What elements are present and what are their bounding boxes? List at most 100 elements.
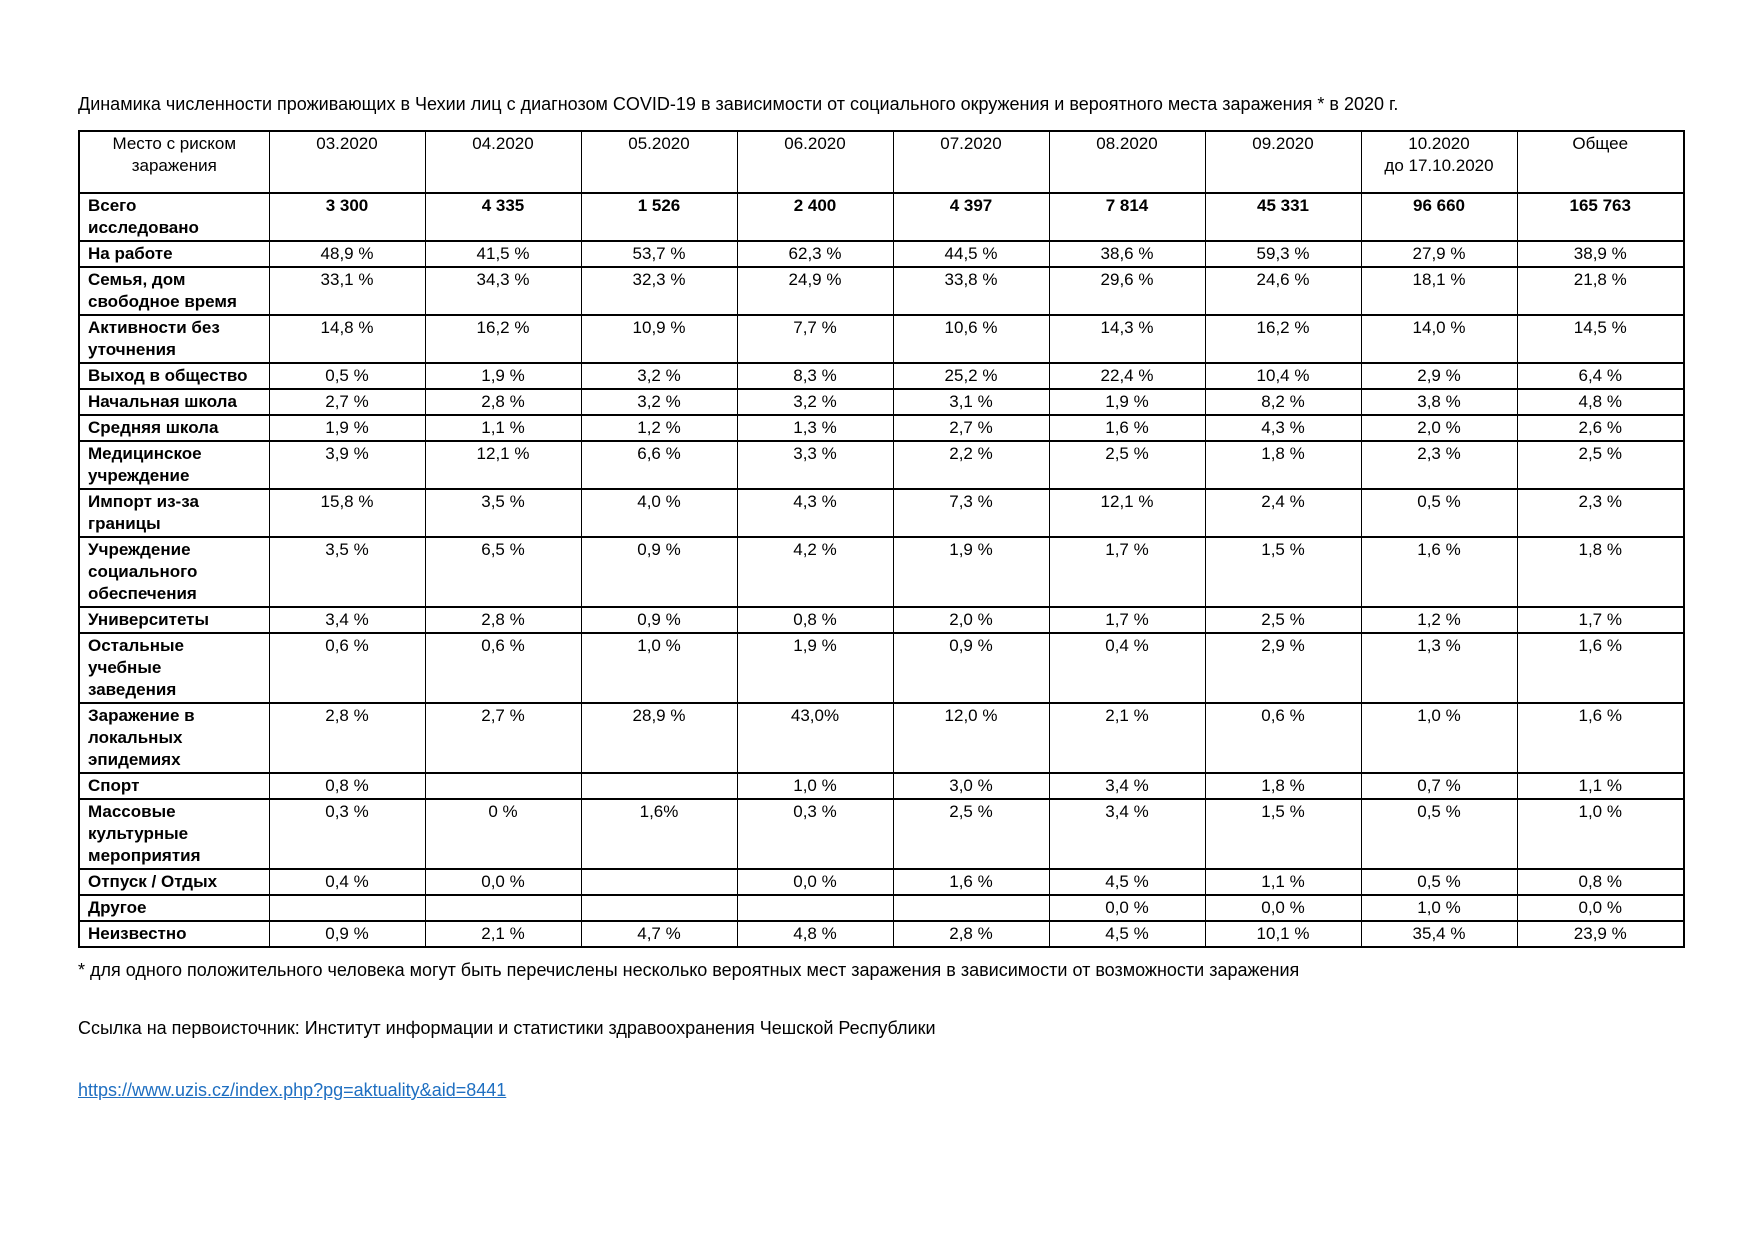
- table-cell: 10,4 %: [1204, 362, 1362, 390]
- table-cell: 2,8 %: [268, 702, 426, 774]
- column-header: 06.2020: [736, 130, 894, 194]
- table-cell: 22,4 %: [1048, 362, 1206, 390]
- row-label: Семья, дом свободное время: [78, 266, 270, 316]
- table-cell: 1,7 %: [1048, 536, 1206, 608]
- table-cell: 0,7 %: [1360, 772, 1518, 800]
- table-cell: 25,2 %: [892, 362, 1050, 390]
- table-cell: 2,8 %: [892, 920, 1050, 948]
- table-cell: 2,0 %: [1360, 414, 1518, 442]
- table-cell: 8,2 %: [1204, 388, 1362, 416]
- table-cell: 3,3 %: [736, 440, 894, 490]
- table-row: Другое 0,0 % 0,0 % 1,0 % 0,0 %: [78, 894, 1685, 922]
- table-cell: 41,5 %: [424, 240, 582, 268]
- table-cell: 0,4 %: [268, 868, 426, 896]
- table-cell: 0,3 %: [268, 798, 426, 870]
- row-label: Университеты: [78, 606, 270, 634]
- table-row: Неизвестно 0,9 % 2,1 % 4,7 % 4,8 % 2,8 % 4,5 %…: [78, 920, 1685, 948]
- table-cell: 0,0 %: [1516, 894, 1685, 922]
- table-cell: 2,1 %: [424, 920, 582, 948]
- table-row: Начальная школа 2,7 % 2,8 % 3,2 % 3,2 % 3,1 %…: [78, 388, 1685, 416]
- table-cell: 2,8 %: [424, 606, 582, 634]
- table-cell: 0,9 %: [580, 536, 738, 608]
- table-row: Спорт 0,8 % 1,0 % 3,0 % 3,4 % 1,8 % 0,7 % 1,1 %: [78, 772, 1685, 800]
- table-cell: 7,3 %: [892, 488, 1050, 538]
- row-label: Заражение в локальных эпидемиях: [78, 702, 270, 774]
- document-page: Динамика численности проживающих в Чехии…: [78, 94, 1694, 1102]
- table-cell: [580, 894, 738, 922]
- table-cell: 23,9 %: [1516, 920, 1685, 948]
- source-link[interactable]: https://www.uzis.cz/index.php?pg=aktuali…: [78, 1080, 507, 1100]
- table-cell: 3,9 %: [268, 440, 426, 490]
- table-cell: 4,0 %: [580, 488, 738, 538]
- table-cell: 1,9 %: [268, 414, 426, 442]
- table-cell: 10,9 %: [580, 314, 738, 364]
- table-cell: 0,8 %: [1516, 868, 1685, 896]
- column-header: 09.2020: [1204, 130, 1362, 194]
- source-link-row: https://www.uzis.cz/index.php?pg=aktuali…: [78, 1078, 1694, 1102]
- table-cell: 2,7 %: [424, 702, 582, 774]
- data-table: Место с риском заражения 03.2020 04.2020 05…: [78, 130, 1685, 948]
- table-cell: 7 814: [1048, 192, 1206, 242]
- table-cell: 1,8 %: [1516, 536, 1685, 608]
- table-cell: 1,8 %: [1204, 772, 1362, 800]
- table-cell: 0,6 %: [268, 632, 426, 704]
- table-row: Медицинское учреждение 3,9 % 12,1 % 6,6 % 3,…: [78, 440, 1685, 490]
- column-header: Общее: [1516, 130, 1685, 194]
- row-label: Спорт: [78, 772, 270, 800]
- table-cell: 0 %: [424, 798, 582, 870]
- table-cell: 10,1 %: [1204, 920, 1362, 948]
- table-cell: 12,1 %: [424, 440, 582, 490]
- table-cell: 2,0 %: [892, 606, 1050, 634]
- table-cell: 1 526: [580, 192, 738, 242]
- table-cell: 38,9 %: [1516, 240, 1685, 268]
- column-header: 04.2020: [424, 130, 582, 194]
- table-cell: 0,8 %: [268, 772, 426, 800]
- table-cell: 0,4 %: [1048, 632, 1206, 704]
- table-cell: 1,1 %: [1204, 868, 1362, 896]
- table-cell: 3,5 %: [424, 488, 582, 538]
- table-cell: 2,8 %: [424, 388, 582, 416]
- row-label: Медицинское учреждение: [78, 440, 270, 490]
- table-cell: 1,9 %: [1048, 388, 1206, 416]
- table-cell: 2,1 %: [1048, 702, 1206, 774]
- table-row: Массовые культурные мероприятия 0,3 % 0 % 1…: [78, 798, 1685, 870]
- table-cell: 6,5 %: [424, 536, 582, 608]
- table-cell: 3,5 %: [268, 536, 426, 608]
- table-cell: [892, 894, 1050, 922]
- table-cell: 6,4 %: [1516, 362, 1685, 390]
- table-cell: 4,8 %: [736, 920, 894, 948]
- table-cell: 165 763: [1516, 192, 1685, 242]
- table-cell: 14,3 %: [1048, 314, 1206, 364]
- table-cell: 2,5 %: [1516, 440, 1685, 490]
- table-cell: 3,4 %: [1048, 772, 1206, 800]
- table-cell: 24,9 %: [736, 266, 894, 316]
- table-cell: 6,6 %: [580, 440, 738, 490]
- table-row: Заражение в локальных эпидемиях 2,8 % 2,7 …: [78, 702, 1685, 774]
- table-cell: 1,5 %: [1204, 536, 1362, 608]
- row-label: Средняя школа: [78, 414, 270, 442]
- table-cell: 1,0 %: [1516, 798, 1685, 870]
- table-cell: 3,8 %: [1360, 388, 1518, 416]
- table-cell: 0,6 %: [424, 632, 582, 704]
- table-cell: 3,2 %: [580, 388, 738, 416]
- table-cell: 0,0 %: [736, 868, 894, 896]
- column-header: 08.2020: [1048, 130, 1206, 194]
- table-row: Выход в общество 0,5 % 1,9 % 3,2 % 8,3 % 25,2…: [78, 362, 1685, 390]
- header-row: Место с риском заражения 03.2020 04.2020 05…: [78, 130, 1685, 194]
- table-cell: 0,5 %: [1360, 488, 1518, 538]
- table-row: Средняя школа 1,9 % 1,1 % 1,2 % 1,3 % 2,7 % 1,…: [78, 414, 1685, 442]
- table-cell: 1,7 %: [1048, 606, 1206, 634]
- table-cell: 2,9 %: [1204, 632, 1362, 704]
- table-cell: [736, 894, 894, 922]
- table-row: Всего исследовано 3 300 4 335 1 526 2 400 4 3…: [78, 192, 1685, 242]
- table-cell: 1,2 %: [1360, 606, 1518, 634]
- table-cell: 1,3 %: [1360, 632, 1518, 704]
- column-header-place: Место с риском заражения: [78, 130, 270, 194]
- table-cell: 0,9 %: [892, 632, 1050, 704]
- table-cell: [424, 772, 582, 800]
- table-cell: 0,5 %: [1360, 868, 1518, 896]
- table-cell: 1,8 %: [1204, 440, 1362, 490]
- table-cell: [268, 894, 426, 922]
- row-label: Активности без уточнения: [78, 314, 270, 364]
- table-cell: 0,6 %: [1204, 702, 1362, 774]
